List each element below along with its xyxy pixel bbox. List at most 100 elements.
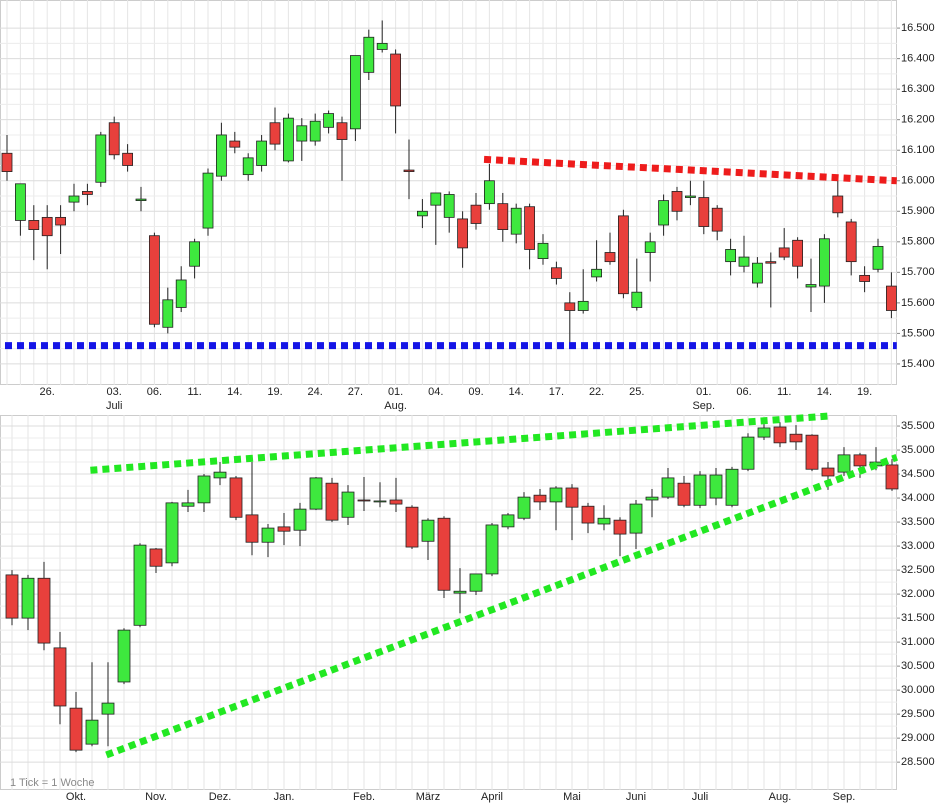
candle-body xyxy=(853,454,867,467)
candle-body xyxy=(661,477,675,498)
x-tick-label: Dez. xyxy=(209,791,232,803)
y-tick-label: 31.500 xyxy=(901,612,935,624)
candle-body xyxy=(101,702,115,715)
candle-body xyxy=(725,249,736,263)
candle-body xyxy=(524,206,535,250)
y-tick-label: 30.500 xyxy=(901,660,935,672)
y-tick-label: 34.000 xyxy=(901,492,935,504)
y-tick-label: 15.600 xyxy=(901,297,935,309)
candle-body xyxy=(819,238,830,287)
y-tick-label: 33.500 xyxy=(901,516,935,528)
candle-body xyxy=(677,482,691,506)
candle-body xyxy=(671,191,683,212)
candle-body xyxy=(658,200,669,226)
candle-body xyxy=(277,526,291,532)
x-month-label: Sep. xyxy=(692,400,715,412)
candle-body xyxy=(405,506,419,548)
candle-body xyxy=(565,487,579,508)
candle-body xyxy=(293,508,307,531)
y-tick-label: 15.400 xyxy=(901,358,935,370)
candle-body xyxy=(430,192,442,206)
y-tick-label: 35.000 xyxy=(901,444,935,456)
candle-body xyxy=(613,519,627,535)
candle-body xyxy=(497,203,509,230)
candle-body xyxy=(229,140,241,148)
trend-line xyxy=(483,155,897,185)
y-tick-label: 35.500 xyxy=(901,420,935,432)
candle-body xyxy=(14,183,26,221)
candle-body xyxy=(421,519,435,542)
y-tick-label: 29.500 xyxy=(901,708,935,720)
candle-body xyxy=(537,242,549,260)
x-tick-label: 11. xyxy=(187,386,201,398)
candle-body xyxy=(845,221,857,263)
candle-body xyxy=(349,55,361,130)
candle-body xyxy=(373,500,387,503)
candle-body xyxy=(85,719,99,745)
candle-body xyxy=(256,140,268,166)
x-tick-label: Jan. xyxy=(274,791,295,803)
x-tick-label: 09. xyxy=(468,386,483,398)
candle-body xyxy=(69,707,83,751)
trend-line xyxy=(90,412,830,474)
trend-line xyxy=(105,453,899,759)
candle-body xyxy=(55,216,66,226)
y-tick-label: 16.200 xyxy=(901,114,935,126)
x-tick-label: 11. xyxy=(777,386,791,398)
candle-body xyxy=(805,434,819,470)
x-tick-label: 19. xyxy=(857,386,872,398)
candle-body xyxy=(229,477,243,518)
x-tick-label: Feb. xyxy=(353,791,375,803)
candle-body xyxy=(135,198,147,201)
candle-body xyxy=(453,590,467,594)
plot-area xyxy=(0,415,897,790)
candle-body xyxy=(296,125,308,142)
candle-body xyxy=(773,426,787,444)
candle-body xyxy=(597,517,611,525)
candle-body xyxy=(242,157,254,176)
candle-body xyxy=(591,268,602,278)
x-tick-label: April xyxy=(481,791,503,803)
x-month-label: Juli xyxy=(106,400,123,412)
candle-body xyxy=(357,499,371,502)
candle-body xyxy=(341,491,355,518)
candle-body xyxy=(778,247,790,258)
y-tick-label: 33.000 xyxy=(901,540,935,552)
candle-body xyxy=(698,197,710,227)
candle-body xyxy=(618,215,629,295)
candle-body xyxy=(245,514,259,543)
candle-body xyxy=(549,487,563,503)
candle-body xyxy=(685,195,696,198)
candle-body xyxy=(165,502,179,564)
candle-body xyxy=(336,122,348,140)
candle-body xyxy=(108,122,120,156)
y-tick-label: 15.900 xyxy=(901,205,935,217)
candle-body xyxy=(282,117,294,162)
x-tick-label: Sep. xyxy=(833,791,856,803)
x-tick-label: 14. xyxy=(227,386,242,398)
x-month-label: Aug. xyxy=(384,400,407,412)
candle-body xyxy=(886,285,897,311)
y-tick-label: 31.000 xyxy=(901,636,935,648)
candle-body xyxy=(604,252,616,263)
y-tick-label: 15.800 xyxy=(901,236,935,248)
candle-body xyxy=(469,573,483,592)
candle-body xyxy=(859,274,870,282)
candle-body xyxy=(363,36,375,73)
x-tick-label: 26. xyxy=(40,386,55,398)
candle-body xyxy=(28,220,40,230)
candle-body xyxy=(457,218,469,249)
y-tick-label: 30.000 xyxy=(901,684,935,696)
y-tick-label: 16.100 xyxy=(901,144,935,156)
candle-body xyxy=(501,514,515,528)
candle-body xyxy=(309,477,323,510)
x-tick-label: 22. xyxy=(589,386,604,398)
x-tick-label: 27. xyxy=(348,386,363,398)
x-tick-label: 14. xyxy=(509,386,524,398)
y-tick-label: 16.300 xyxy=(901,83,935,95)
candle-body xyxy=(148,235,160,325)
candle-body xyxy=(738,256,750,267)
candle-body xyxy=(443,194,455,218)
candle-body xyxy=(133,544,147,626)
x-tick-label: 17. xyxy=(549,386,564,398)
